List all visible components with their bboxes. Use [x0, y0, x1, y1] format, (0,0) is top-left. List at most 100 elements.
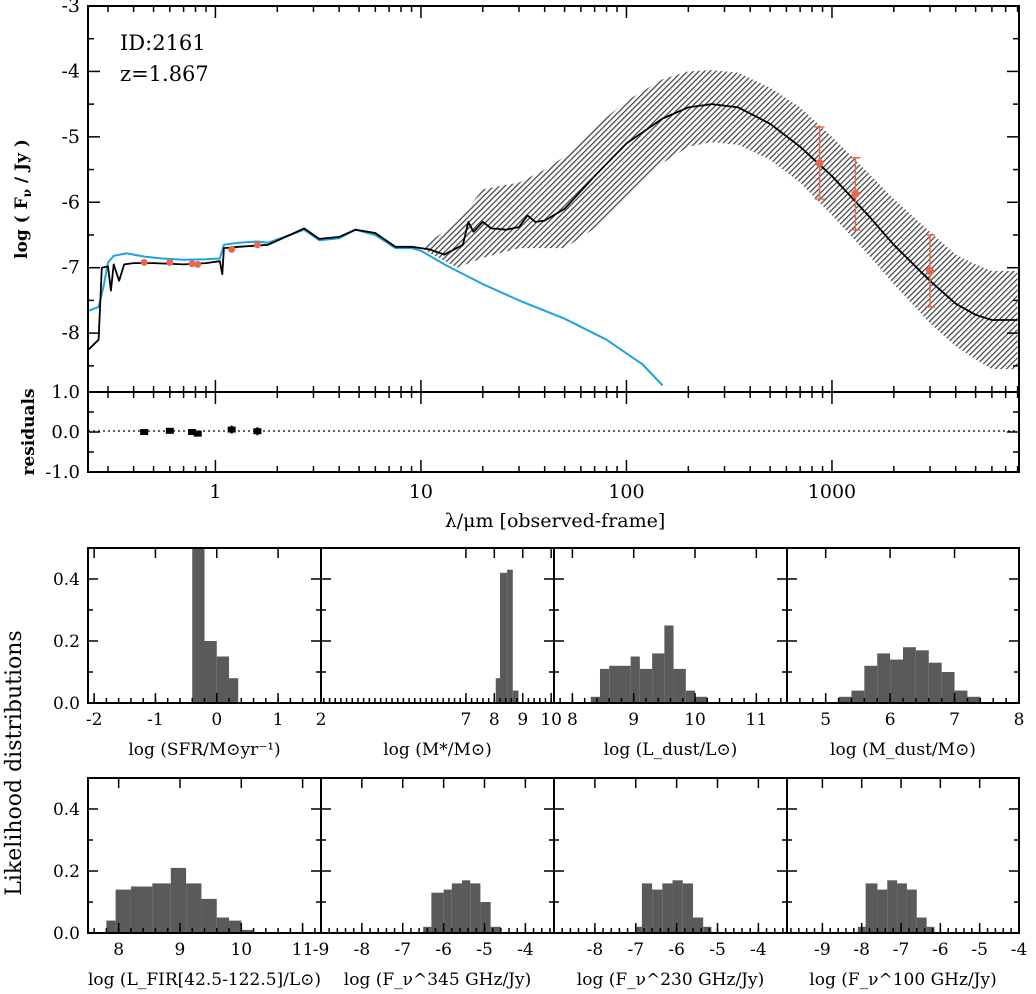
- uncertainty-band-area: [420, 70, 1018, 370]
- histogram-bar: [954, 690, 968, 703]
- optical-photometry-point: [188, 260, 196, 268]
- likelihood-xtick-label: 9: [175, 940, 186, 960]
- histogram-bar: [590, 696, 600, 703]
- histogram-bar: [916, 917, 927, 933]
- histogram-bar: [673, 668, 686, 703]
- likelihood-xtick-label: 8: [113, 940, 124, 960]
- likelihood-xtick-label: 5: [820, 710, 831, 730]
- optical-photometry-point: [194, 260, 202, 268]
- histogram-bar: [941, 672, 955, 703]
- residuals-panel: 1.0 0.0 -1.0 1 10 100 1000 residuals λ/μm [obs…: [19, 382, 1020, 532]
- likelihood-xtick-label: 2: [316, 710, 327, 730]
- residuals-frame: [87, 391, 1020, 473]
- residuals-ytick-label: 0.0: [51, 422, 80, 443]
- sed-ytick-label: -7: [61, 257, 80, 279]
- sed-ytick-label: -5: [61, 126, 80, 148]
- histogram-bar: [630, 656, 640, 703]
- histogram-bar: [599, 668, 610, 703]
- likelihood-xtick-label: 8: [489, 710, 500, 730]
- histogram-bar: [695, 696, 708, 703]
- histogram-bar: [903, 647, 916, 703]
- histogram-bar: [926, 926, 935, 933]
- likelihood-xtick-label: 10: [230, 940, 252, 960]
- histogram-bar: [838, 696, 852, 703]
- sed-xtick-label: 10: [409, 481, 433, 503]
- likelihood-ylabel: Likelihood distributions: [2, 630, 27, 895]
- histogram-bar: [864, 665, 878, 703]
- likelihood-ytick-label: 0.2: [53, 632, 80, 652]
- likelihood-xtick-label: -8: [354, 940, 371, 960]
- likelihood-xtick-label: 9: [517, 710, 528, 730]
- histogram-bar: [451, 883, 463, 933]
- histogram-bar: [652, 889, 663, 933]
- likelihood-xtick-label: -4: [750, 940, 767, 960]
- histogram-bar: [897, 883, 907, 933]
- histogram-bar: [201, 898, 217, 933]
- histogram-bar: [495, 678, 501, 703]
- residual-point: [165, 427, 174, 434]
- residuals-ytick-label: -1.0: [45, 462, 80, 483]
- likelihood-xtick-label: 8: [567, 710, 578, 730]
- histogram-bar: [928, 662, 942, 703]
- likelihood-xtick-label: 0: [211, 710, 222, 730]
- histogram-bar: [915, 650, 929, 703]
- histogram-bar: [443, 889, 452, 933]
- histogram-bar: [877, 889, 888, 933]
- sed-xtick-label: 100: [608, 481, 644, 503]
- likelihood-ytick-label: 0.0: [53, 924, 80, 944]
- residual-points: [140, 425, 262, 437]
- histogram-bar: [462, 880, 471, 933]
- residuals-axes: 1.0 0.0 -1.0 1 10 100 1000: [45, 382, 1019, 503]
- histogram-bar: [662, 883, 673, 933]
- histogram-bar: [229, 678, 239, 703]
- histogram-bar: [635, 926, 642, 933]
- likelihood-frame: [786, 777, 1020, 934]
- sed-ylabel-pre: log ( F: [12, 197, 32, 259]
- sed-xtick-label: 1000: [808, 481, 856, 503]
- histogram-bar: [512, 690, 519, 703]
- likelihood-xtick-label: 11: [292, 940, 314, 960]
- residual-point: [253, 428, 262, 435]
- histogram-bar: [229, 920, 242, 933]
- histogram-bar: [851, 690, 865, 703]
- residual-point: [140, 429, 149, 435]
- sed-xlabel: λ/μm [observed-frame]: [445, 510, 666, 532]
- likelihood-xtick-label: -2: [86, 710, 103, 730]
- fir-photometry-point: [815, 159, 824, 168]
- likelihood-xlabel: log (L_FIR[42.5-122.5]/L⊙): [88, 970, 321, 990]
- likelihood-panel-8: -9 -8 -7 -6 -5 -4 log (F_ν^100 GHz/Jy): [786, 777, 1027, 990]
- sed-axes: -3 -4 -5 -6 -7 -8: [61, 0, 1019, 392]
- likelihood-xtick-label: -1: [147, 710, 164, 730]
- residuals-ylabel: residuals: [19, 388, 39, 475]
- histogram-bar: [152, 883, 171, 933]
- likelihood-xtick-label: -5: [476, 940, 493, 960]
- likelihood-xlabel: log (L_dust/L⊙): [604, 740, 738, 760]
- histogram-bar: [877, 653, 891, 703]
- likelihood-xlabel: log (M*/M⊙): [383, 740, 492, 760]
- likelihood-xtick-label: -7: [394, 940, 411, 960]
- histogram-bar: [130, 886, 153, 933]
- histogram-bar: [692, 917, 704, 933]
- likelihood-xtick-label: -4: [517, 940, 534, 960]
- sed-ytick-label: -6: [61, 191, 80, 213]
- likelihood-xtick-label: -9: [814, 940, 831, 960]
- histogram-bar: [682, 883, 693, 933]
- likelihood-xtick-label: 7: [949, 710, 960, 730]
- likelihood-panel-1: -2 -1 0 1 0.4 0.2 0.0 log (SFR/M⊙yr⁻¹): [53, 547, 322, 760]
- histogram-bar: [890, 659, 903, 703]
- likelihood-xtick-label: 7: [461, 710, 472, 730]
- likelihood-ytick-label: 0.0: [53, 694, 80, 714]
- histogram-bar: [241, 929, 254, 933]
- residual-point: [188, 429, 197, 435]
- sed-panel: -3 -4 -5 -6 -7 -8 ID:2161 z=1.867 log ( Fν / …: [12, 0, 1020, 393]
- histogram-bar: [500, 572, 508, 703]
- likelihood-xlabel: log (F_ν^345 GHz/Jy): [344, 970, 531, 990]
- histogram-bar: [115, 889, 131, 933]
- histogram-bar: [216, 917, 230, 933]
- histogram-bar: [609, 665, 631, 703]
- uncertainty-band: [420, 70, 1018, 370]
- histogram-bar: [216, 656, 230, 703]
- histogram-bar: [641, 883, 653, 933]
- sed-curves: [87, 103, 1018, 387]
